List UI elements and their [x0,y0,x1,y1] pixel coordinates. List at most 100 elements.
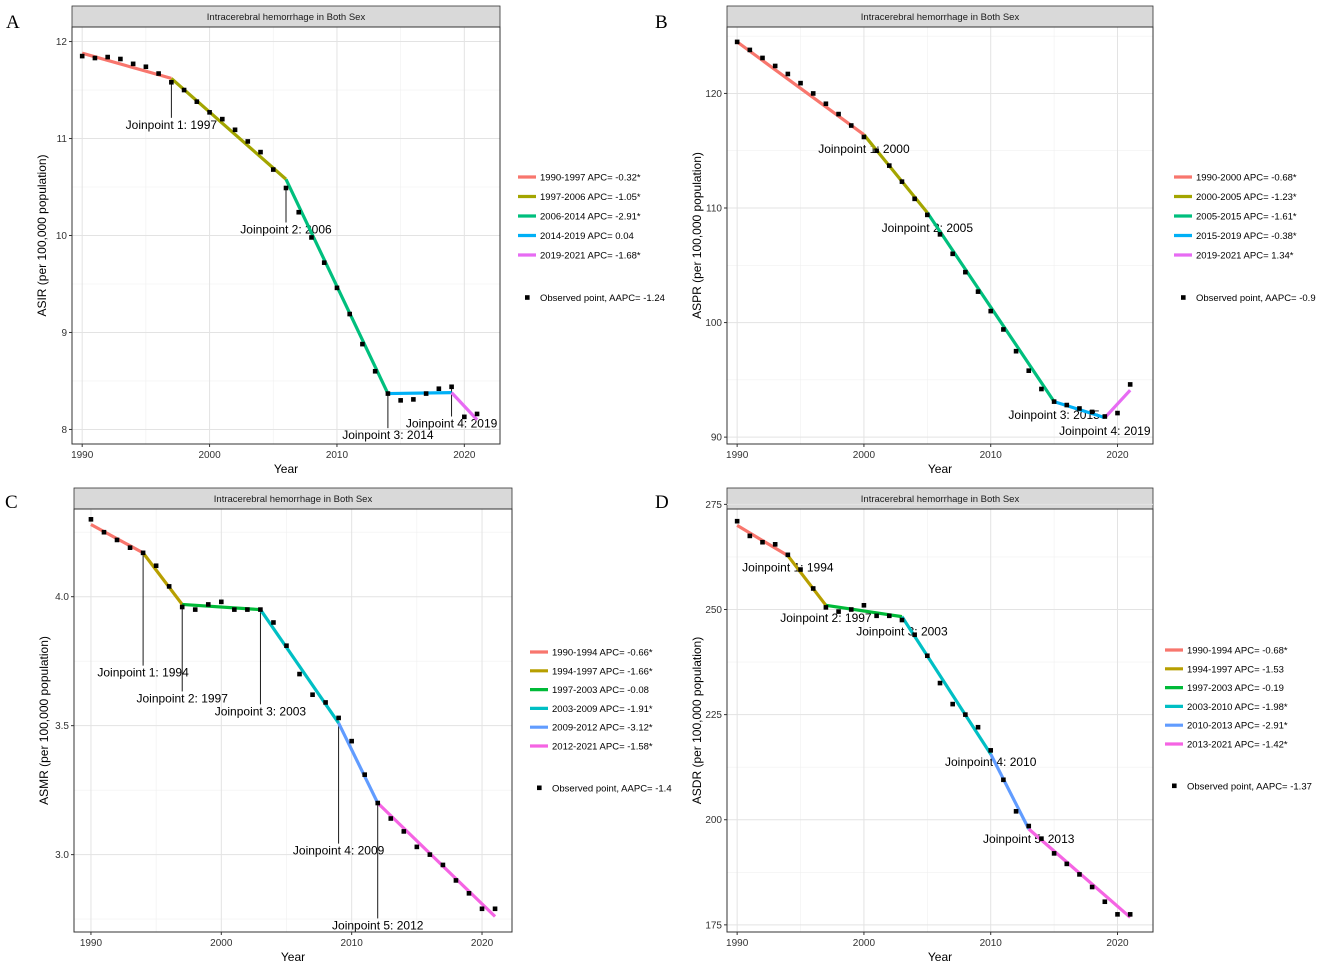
panel-border [73,508,513,933]
legend-label-segment-1: 1990-1994 APC= -0.68* [1187,646,1288,657]
legend-label-segment-1: 1990-2000 APC= -0.68* [1196,173,1297,184]
observed-point [245,139,251,144]
axes: 1990 2000 2010 2020 3.0 3.5 4.0 Year ASMR (per 1… [37,592,494,964]
observed-point [1039,386,1044,392]
observed-point [207,110,212,115]
y-tick-label: 12 [56,37,68,48]
observed-point [118,56,123,62]
x-tick-label: 1990 [726,938,749,949]
observed-point [411,397,416,402]
observed-point [220,116,225,122]
observed-point [440,862,446,868]
fitted-segments [736,40,1132,420]
observed-point [309,235,314,240]
observed-point [1077,406,1082,411]
observed-point [372,368,378,374]
observed-point [88,517,94,522]
observed-point [874,148,879,154]
legend-key-observed [1181,295,1186,300]
gridlines [727,27,1153,444]
legend-label-segment-4: 2015-2019 APC= -0.38* [1196,231,1297,242]
observed-point [101,529,107,535]
legend-key-observed [1172,783,1177,789]
observed-point [349,738,354,744]
observed-point [449,384,454,390]
observed-point [258,607,263,612]
joinpoint-label: Joinpoint 2: 2006 [240,223,332,237]
observed-point [414,844,420,850]
observed-point [1115,912,1120,917]
gridlines [74,509,512,932]
observed-point [347,311,352,317]
x-tick-label: 2010 [980,938,1003,949]
observed-point [492,906,498,912]
legend-label-segment-4: 2014-2019 APC= 0.04 [540,231,634,242]
observed-point [747,47,753,53]
joinpoint-label: Joinpoint 1: 1994 [742,561,834,575]
legend-key-observed [537,785,542,791]
observed-point [258,149,263,155]
panel-letter: D [655,492,669,513]
facet-strip-title: Intracerebral hemorrhage in Both Sex [214,494,373,505]
segment-line-5 [989,753,1031,830]
observed-points [734,518,1133,917]
joinpoint-label: Joinpoint 4: 2009 [293,844,385,858]
observed-point [848,123,854,128]
y-tick-label: 8 [61,425,67,436]
joinpoint-label: Joinpoint 3: 2015 [1008,408,1100,422]
observed-point [283,185,289,191]
observed-point [466,891,472,896]
observed-point [169,79,174,85]
legend-label-segment-3: 1997-2003 APC= -0.19 [1187,683,1284,694]
x-tick-label: 1990 [80,938,103,949]
x-tick-label: 2000 [853,938,876,949]
observed-point [297,671,302,677]
y-tick-label: 175 [705,920,722,931]
observed-point [453,878,459,883]
axes: 1990 2000 2010 2020 8 9 10 11 12 Year ASIR (per 10… [35,37,476,476]
x-tick-label: 2010 [980,450,1003,461]
observed-point [937,232,943,237]
observed-point [1026,368,1032,373]
x-tick-label: 2010 [341,938,364,949]
x-axis-title: Year [274,462,298,476]
observed-point [963,269,968,275]
y-axis-title: ASPR (per 100,000 population) [690,152,704,319]
observed-point [747,533,753,539]
y-tick-label: 225 [705,710,722,721]
observed-point [950,701,955,707]
observed-point [1051,399,1057,404]
observed-point [1077,872,1082,877]
panel-letter: A [6,12,20,33]
observed-point [1102,899,1108,905]
observed-point [192,607,198,612]
observed-point [1089,409,1095,415]
observed-point [92,55,98,61]
observed-point [848,607,854,612]
observed-point [988,308,994,314]
observed-point [925,212,930,218]
observed-point [462,414,467,420]
observed-point [760,539,765,545]
x-tick-label: 1990 [726,450,749,461]
observed-point [181,87,187,93]
observed-point [950,251,955,257]
observed-point [284,643,289,649]
observed-point [1127,382,1133,387]
legend: 1990-1994 APC= -0.66* 1994-1997 APC= -1.6… [530,648,672,794]
legend-label-observed: Observed point, AAPC= -1.4 [552,783,672,794]
legend: 1990-1997 APC= -0.32* 1997-2006 APC= -1.0… [518,173,665,304]
observed-point [166,584,172,589]
observed-point [398,398,403,403]
observed-point [130,61,136,67]
legend-label-segment-4: 2003-2009 APC= -1.91* [552,704,653,715]
observed-point [734,39,740,45]
segment-line-4 [387,391,452,396]
observed-point [1039,836,1044,841]
observed-point [79,53,85,59]
y-tick-label: 110 [706,204,722,215]
observed-point [427,852,433,857]
joinpoint-label: Joinpoint 1: 2000 [818,142,910,156]
